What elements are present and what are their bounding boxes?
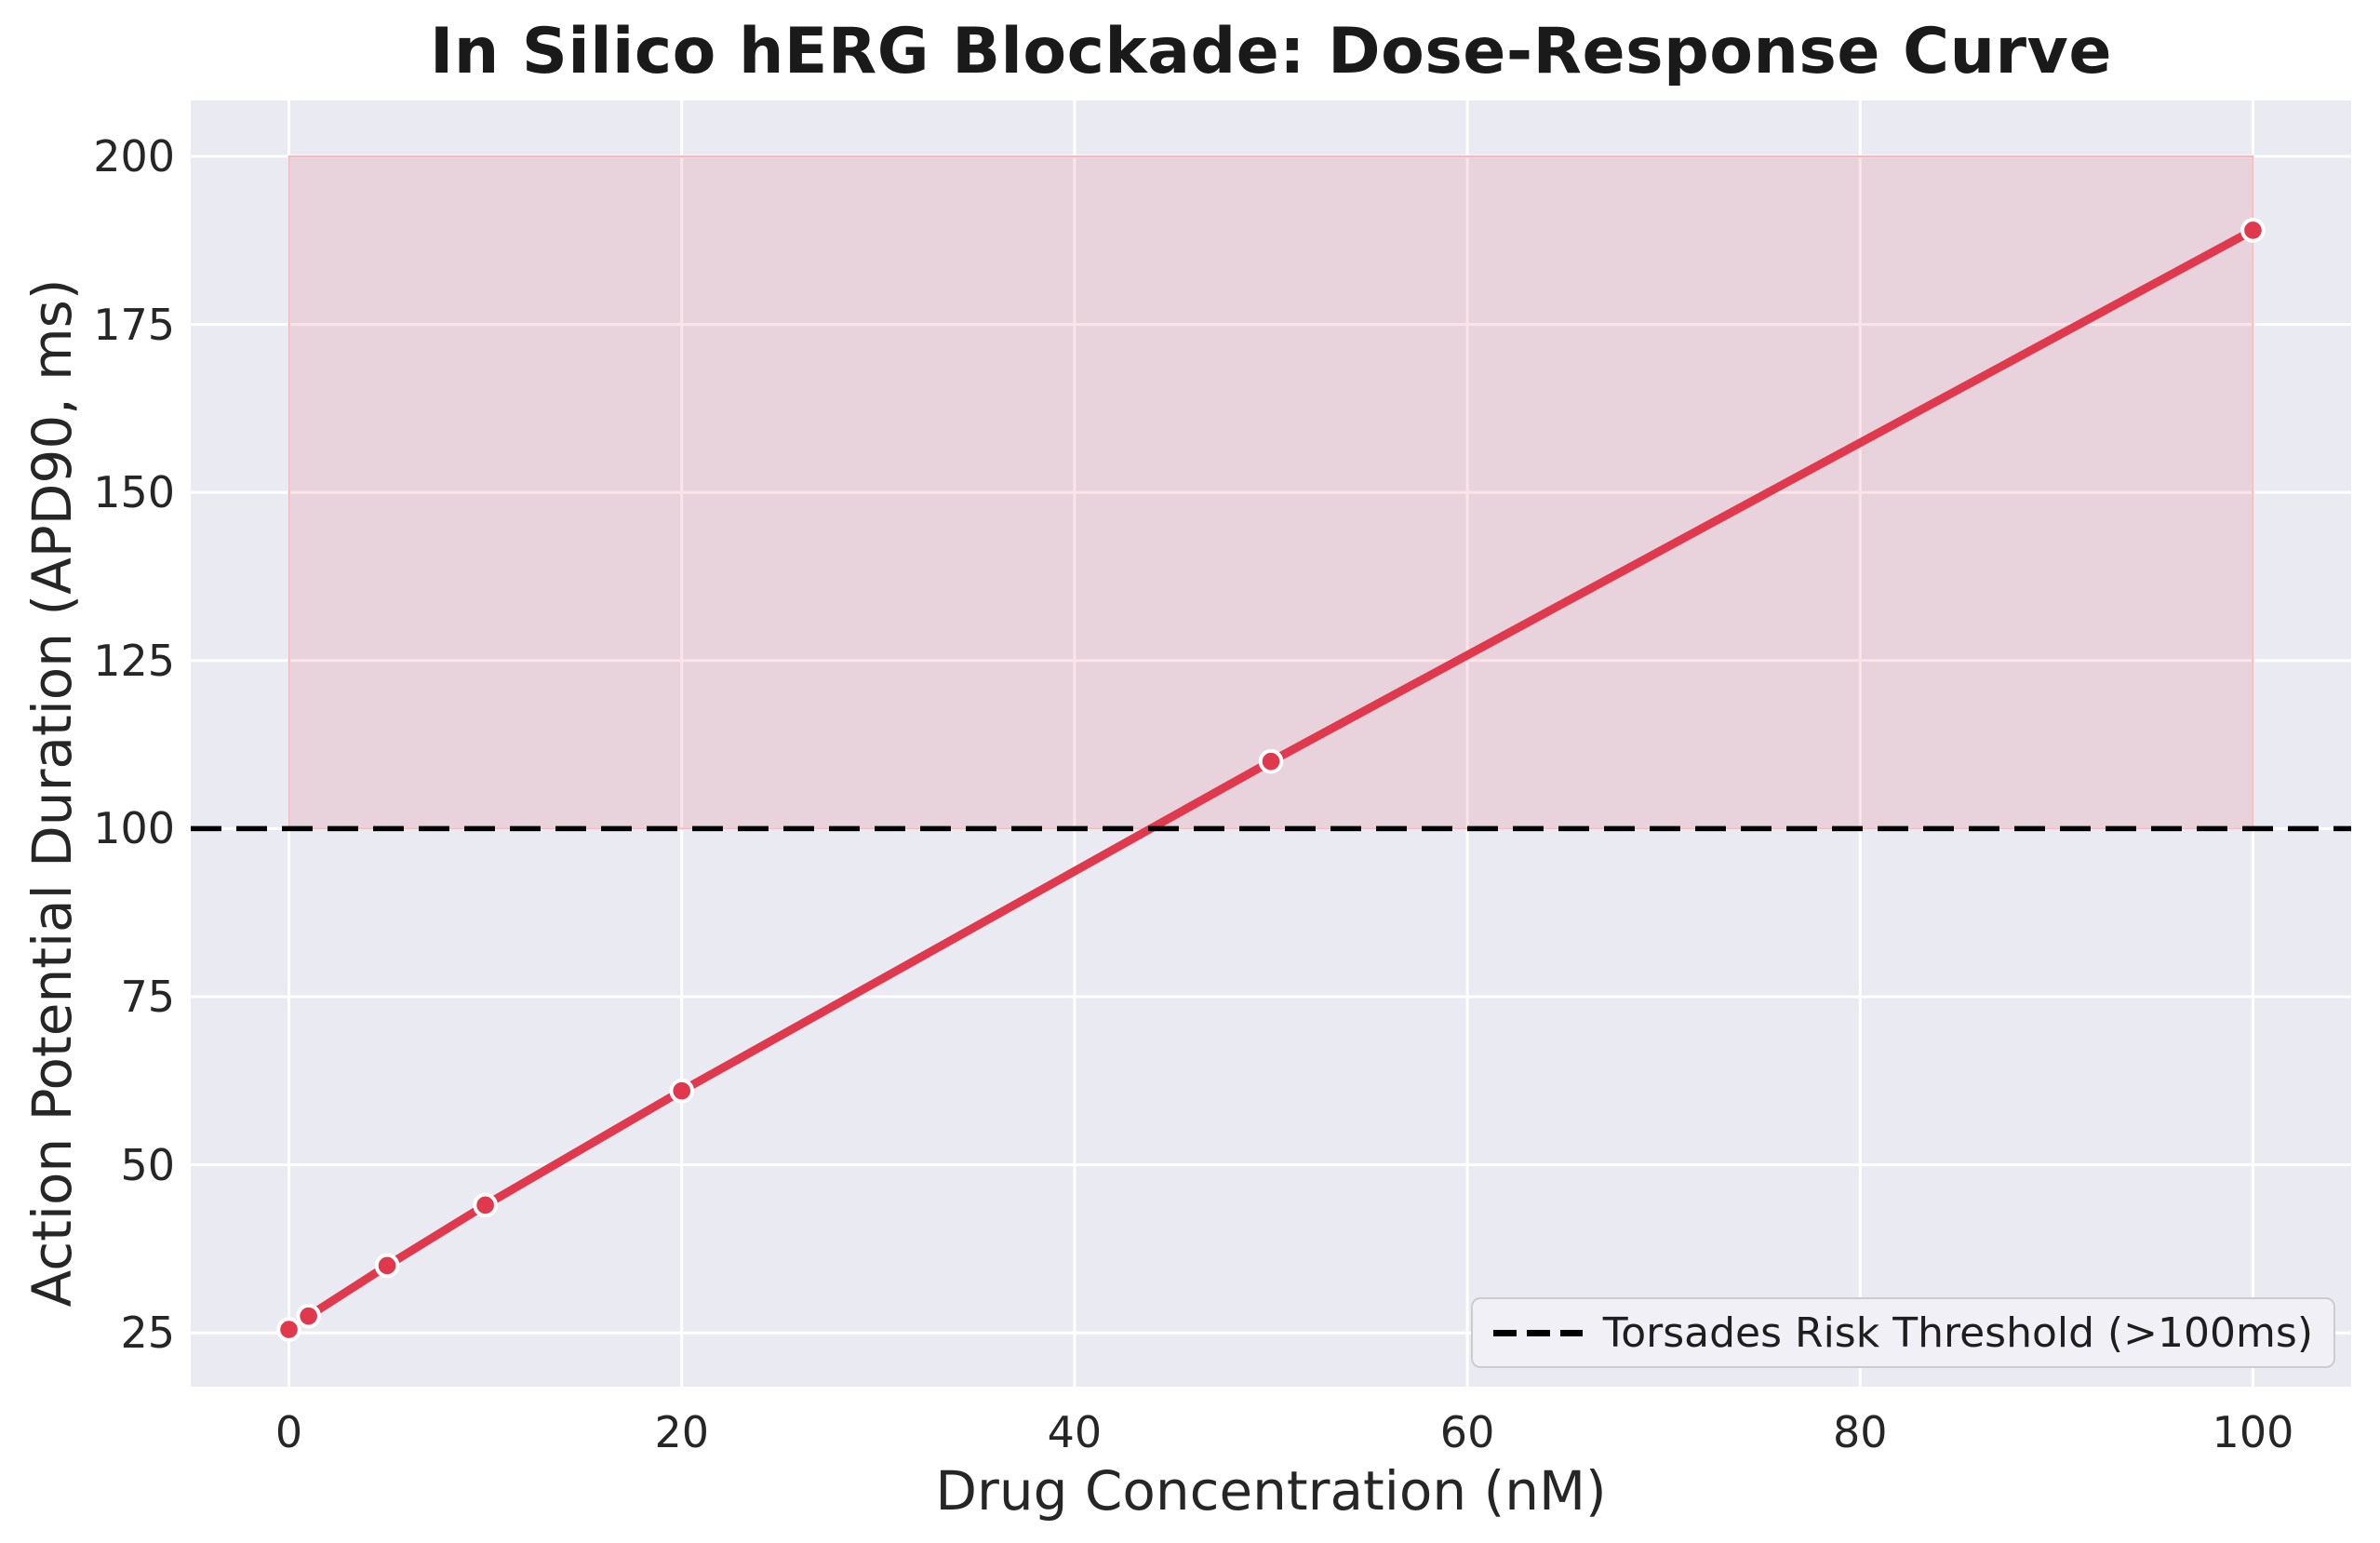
x-tick-label: 100: [2212, 1407, 2294, 1457]
data-point-marker: [669, 1078, 695, 1104]
x-tick-label: 40: [1047, 1407, 1103, 1457]
x-tick-label: 80: [1832, 1407, 1888, 1457]
data-point-marker: [296, 1303, 321, 1329]
y-tick-label: 150: [93, 467, 175, 518]
x-tick-label: 60: [1439, 1407, 1495, 1457]
plot-area: Torsades Risk Threshold (>100ms): [191, 101, 2351, 1387]
legend: Torsades Risk Threshold (>100ms): [1470, 1297, 2335, 1368]
y-tick-label: 50: [120, 1139, 175, 1190]
legend-label: Torsades Risk Threshold (>100ms): [1602, 1308, 2313, 1357]
plot-background: [191, 101, 2351, 1387]
data-point-marker: [374, 1253, 400, 1279]
x-tick-label: 20: [654, 1407, 709, 1457]
chart-title: In Silico hERG Blockade: Dose-Response C…: [430, 15, 2112, 88]
y-tick-label: 100: [93, 803, 175, 854]
y-tick-label: 25: [120, 1308, 175, 1359]
data-point-marker: [1258, 748, 1284, 774]
y-tick-label: 125: [93, 635, 175, 686]
y-tick-label: 200: [93, 130, 175, 181]
data-point-marker: [276, 1317, 301, 1342]
dose-response-chart: [191, 101, 2351, 1387]
x-axis-label: Drug Concentration (nM): [935, 1459, 1607, 1523]
y-tick-label: 175: [93, 299, 175, 350]
data-point-marker: [2240, 218, 2266, 243]
threshold-dash-sample: [1492, 1329, 1583, 1336]
torsades-risk-band: [287, 154, 2254, 830]
x-tick-label: 0: [274, 1407, 303, 1457]
y-axis-label: Action Potential Duration (APD90, ms): [20, 278, 84, 1308]
data-point-marker: [473, 1192, 498, 1218]
y-tick-label: 75: [120, 971, 175, 1022]
